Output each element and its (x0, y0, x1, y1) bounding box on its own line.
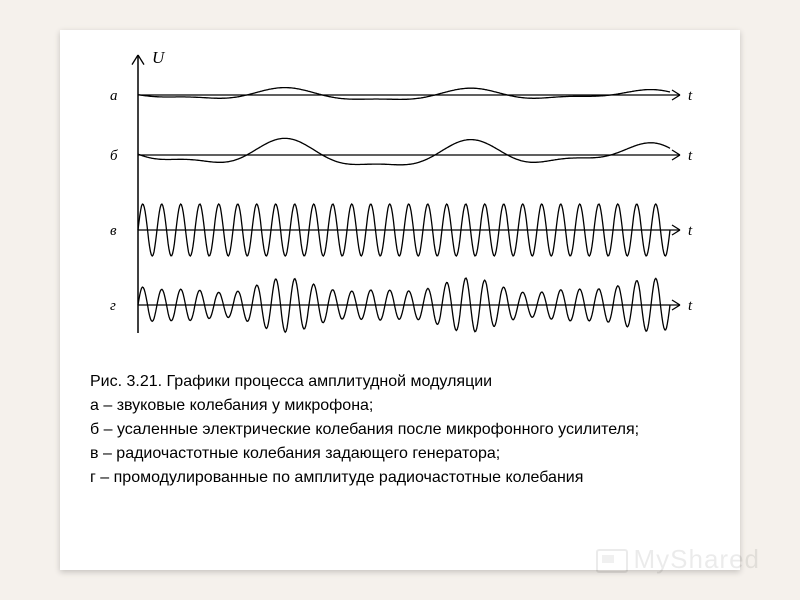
waveform-chart: Ut а t б t в t г (80, 45, 720, 345)
svg-text:t: t (688, 298, 693, 314)
svg-text:а: а (110, 88, 118, 104)
svg-text:U: U (152, 48, 166, 67)
svg-text:t: t (688, 148, 693, 164)
svg-text:в: в (110, 223, 117, 239)
svg-text:t: t (688, 88, 693, 104)
slide: Ut а t б t в t г Рис. 3.21. Графики процесса ам… (0, 0, 800, 600)
svg-text:t: t (688, 223, 693, 239)
figure-caption: Рис. 3.21. Графики процесса амплитудной … (60, 360, 740, 510)
caption-title: Рис. 3.21. Графики процесса амплитудной … (90, 370, 710, 394)
content-card: Ut а t б t в t г Рис. 3.21. Графики процесса ам… (60, 30, 740, 570)
svg-text:г: г (110, 298, 116, 314)
svg-text:б: б (110, 148, 118, 164)
caption-line-a: а – звуковые колебания у микрофона; (90, 394, 710, 418)
caption-line-b: б – усаленные электрические колебания по… (90, 418, 710, 442)
caption-line-v: в – радиочастотные колебания задающего г… (90, 442, 710, 466)
caption-line-g: г – промодулированные по амплитуде радио… (90, 466, 710, 490)
